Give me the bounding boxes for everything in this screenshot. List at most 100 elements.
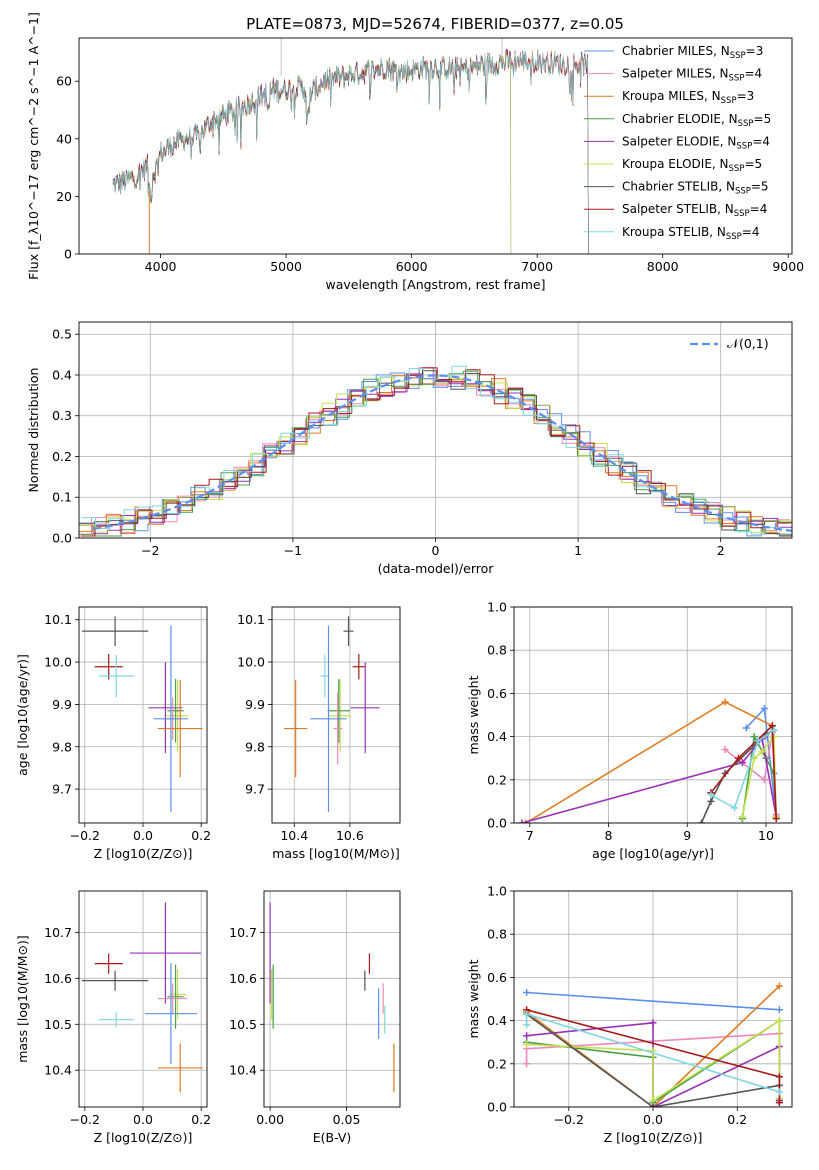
weight-line [526, 1013, 780, 1107]
histogram-salpeter-stelib [80, 367, 792, 537]
weight-marker [775, 982, 783, 990]
x-axis-label: wavelength [Angstrom, rest frame] [325, 277, 545, 292]
y-tick-label: 0.4 [487, 1013, 507, 1028]
y-axis-label: mass weight [466, 675, 481, 754]
x-tick-label: 2 [717, 543, 725, 558]
x-tick-label: −2 [141, 543, 159, 558]
x-tick-label: −0.2 [554, 1112, 584, 1127]
legend-entry: Salpeter ELODIE, NSSP=4 [622, 134, 770, 151]
histogram-kroupa-stelib [81, 365, 792, 536]
panel-mass_weight_vs_age: 7 8 9 10 0.0 0.2 0.4 0.6 0.8 1.0 age [log10(age/yr… [466, 600, 793, 861]
y-tick-label: 10.0 [44, 655, 72, 670]
y-tick-label: 10.1 [44, 612, 72, 627]
y-tick-label: 0.8 [487, 927, 507, 942]
y-tick-label: 0.8 [487, 643, 507, 658]
weight-marker [770, 733, 778, 741]
x-tick-label: 5000 [270, 259, 302, 274]
normal-reference-curve [93, 374, 792, 532]
y-tick-label: 0.2 [52, 449, 72, 464]
spectrum-line [112, 48, 589, 254]
y-tick-label: 10.6 [44, 971, 72, 986]
weight-marker [775, 1099, 783, 1107]
y-axis-label: age [log10(age/yr)] [15, 654, 30, 776]
x-tick-label: 10.6 [336, 828, 364, 843]
y-tick-label: 0.2 [487, 772, 507, 787]
weight-marker [775, 1006, 783, 1014]
y-axis-label: Flux [f_λ10^−17 erg cm^−2 s^−1 A^−1] [26, 12, 41, 280]
x-axis-label: mass [log10(M/M⊙)] [272, 846, 400, 861]
x-tick-label: 7000 [521, 259, 553, 274]
plot-area [518, 698, 780, 823]
spectrum-line [112, 50, 589, 254]
y-tick-label: 10.5 [229, 1017, 257, 1032]
weight-marker [523, 1010, 531, 1018]
y-tick-label: 1.0 [487, 884, 507, 899]
weight-marker [523, 1060, 531, 1068]
panel-mass_weight_vs_z: −0.2 0.0 0.2 0.0 0.2 0.4 0.6 0.8 1.0 Z [log10(Z/Z… [466, 884, 793, 1145]
axes-frame [263, 890, 401, 1108]
weight-marker [742, 724, 750, 732]
y-tick-label: 10.7 [44, 925, 72, 940]
spectrum-line [112, 48, 589, 254]
weight-line [526, 985, 780, 1107]
weight-marker [697, 819, 705, 823]
weight-marker [772, 815, 780, 823]
x-axis-label: E(B-V) [313, 1130, 352, 1145]
panel-spectrum: 4000 5000 6000 7000 8000 9000 0 20 40 60 wavelengt… [26, 12, 804, 292]
weight-marker [738, 759, 746, 767]
spectrum-legend: Chabrier MILES, NSSP=3 Salpeter MILES, NS… [584, 44, 771, 242]
x-tick-label: 8000 [647, 259, 679, 274]
x-tick-label: −0.2 [70, 828, 100, 843]
y-tick-label: 0.6 [487, 686, 507, 701]
plot-area [81, 616, 203, 812]
y-tick-label: 9.9 [245, 697, 265, 712]
y-tick-label: 0.4 [487, 729, 507, 744]
histogram-chabrier-stelib [80, 370, 792, 531]
y-tick-label: 0.0 [487, 1100, 507, 1115]
legend-entry: Kroupa ELODIE, NSSP=5 [622, 157, 762, 174]
x-tick-label: 8 [605, 828, 613, 843]
x-tick-label: 1 [574, 543, 582, 558]
x-tick-label: 0.0 [643, 1112, 663, 1127]
weight-marker [775, 1017, 783, 1025]
x-tick-label: 0.2 [191, 1112, 211, 1127]
weight-marker [731, 804, 739, 812]
y-tick-label: 10.4 [44, 1063, 72, 1078]
y-tick-label: 40 [56, 131, 72, 146]
plot-area [112, 38, 589, 254]
weight-marker [750, 733, 758, 741]
x-tick-label: 0.05 [333, 1112, 361, 1127]
weight-marker [649, 1103, 657, 1107]
weight-marker [770, 726, 778, 734]
histogram-kroupa-miles [79, 375, 791, 535]
plot-area [81, 902, 203, 1093]
y-axis-label: mass [log10(M/M⊙)] [15, 935, 30, 1063]
axes-frame [78, 37, 793, 255]
y-tick-label: 20 [56, 189, 72, 204]
y-tick-label: 1.0 [487, 600, 507, 615]
x-tick-label: 0.2 [191, 828, 211, 843]
x-tick-label: 7 [526, 828, 534, 843]
y-tick-label: 0.6 [487, 970, 507, 985]
weight-line [710, 729, 775, 810]
panel-age_vs_mass: 10.4 10.6 9.7 9.8 9.9 10.0 10.1 mass [log10(M/M… [237, 606, 401, 861]
weight-marker [649, 1097, 657, 1105]
weight-marker [760, 776, 768, 784]
figure-title: PLATE=0873, MJD=52674, FIBERID=0377, z=0… [246, 15, 624, 33]
y-tick-label: 0.3 [52, 408, 72, 423]
weight-marker [707, 791, 715, 799]
weight-marker [775, 1088, 783, 1096]
weight-line [710, 724, 777, 819]
weight-line [526, 991, 780, 1011]
legend-entry: Chabrier MILES, NSSP=3 [622, 44, 763, 61]
weight-marker [523, 1021, 531, 1029]
y-tick-label: 0.4 [52, 367, 72, 382]
x-tick-label: −1 [284, 543, 302, 558]
weight-marker [734, 754, 742, 762]
y-axis-label: mass weight [466, 959, 481, 1038]
y-tick-label: 10.0 [237, 655, 265, 670]
weight-line [521, 736, 777, 823]
x-tick-label: 6000 [396, 259, 428, 274]
x-axis-label: Z [log10(Z/Z⊙)] [94, 1130, 193, 1145]
